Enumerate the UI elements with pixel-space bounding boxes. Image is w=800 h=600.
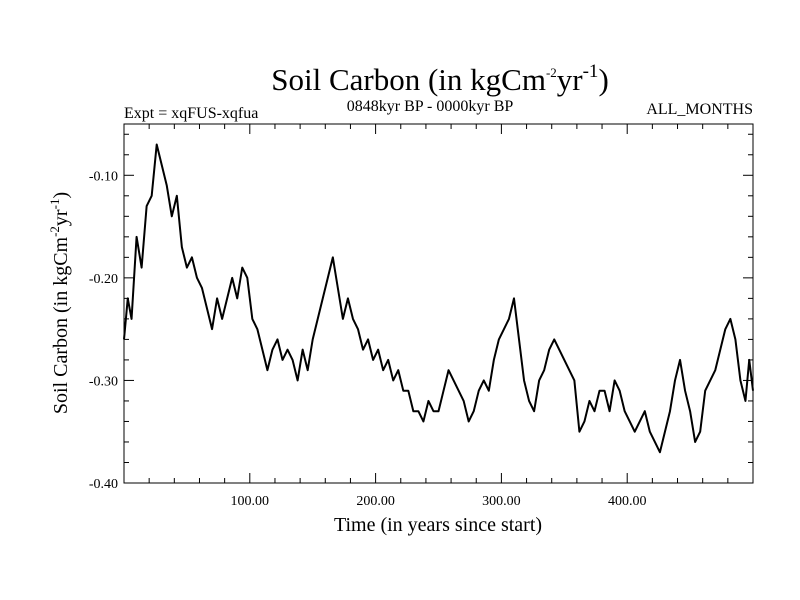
time-range-label: 0848kyr BP - 0000kyr BP [347, 98, 514, 115]
major-ticks [124, 124, 753, 484]
x-tick-label: 300.00 [482, 494, 521, 509]
y-tick-label: -0.40 [89, 477, 118, 492]
experiment-label: Expt = xqFUS-xqfua [124, 105, 258, 122]
y-tick-label: -0.10 [89, 169, 118, 184]
months-label: ALL_MONTHS [646, 101, 753, 118]
minor-ticks [124, 124, 753, 483]
x-tick-label: 100.00 [231, 494, 270, 509]
y-axis-label: Soil Carbon (in kgCm-2yr-1) [47, 192, 72, 414]
x-axis-label: Time (in years since start) [334, 514, 542, 536]
y-tick-label: -0.20 [89, 272, 118, 287]
x-tick-label: 400.00 [608, 494, 647, 509]
chart-title: Soil Carbon (in kgCm-2yr-1) [271, 61, 609, 97]
y-tick-label: -0.30 [89, 374, 118, 389]
series-line-soil-carbon [123, 143, 754, 454]
x-tick-labels: 100.00 200.00 300.00 400.00 [231, 494, 647, 509]
x-tick-label: 200.00 [356, 494, 395, 509]
y-tick-labels: -0.10 -0.20 -0.30 -0.40 [89, 169, 118, 492]
plot-frame [123, 123, 754, 484]
